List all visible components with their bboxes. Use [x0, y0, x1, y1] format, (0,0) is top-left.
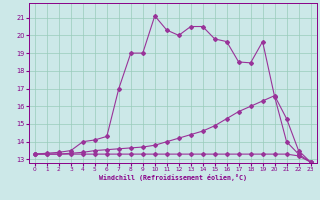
- X-axis label: Windchill (Refroidissement éolien,°C): Windchill (Refroidissement éolien,°C): [99, 174, 247, 181]
